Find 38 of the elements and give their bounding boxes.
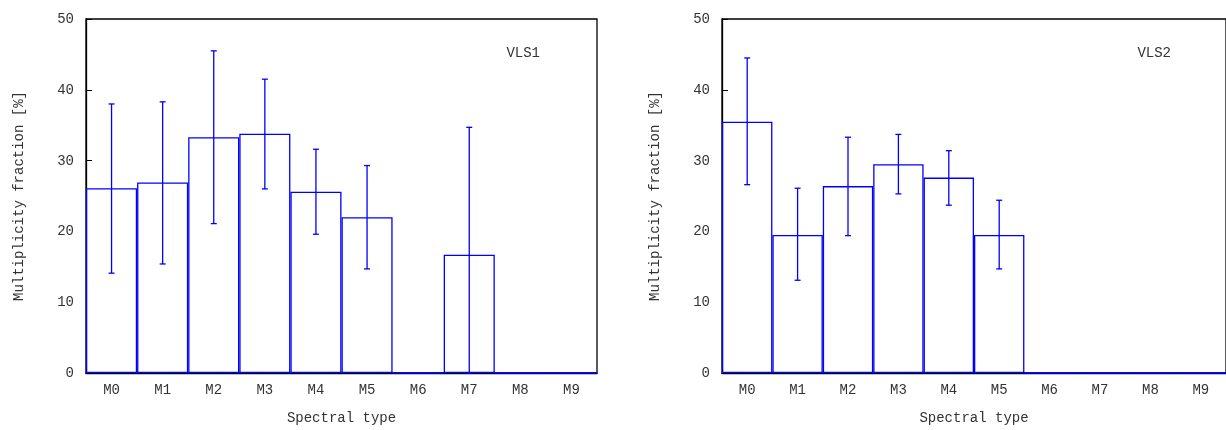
x-tick-label: M0 — [738, 382, 756, 398]
x-tick-label: M4 — [307, 382, 325, 398]
x-tick-label: M1 — [154, 382, 172, 398]
x-tick-label: M2 — [839, 382, 857, 398]
y-tick-label: 30 — [57, 152, 74, 169]
annotation: VLS2 — [1137, 45, 1171, 61]
y-tick-label: 0 — [65, 365, 74, 381]
x-tick-label: M1 — [789, 382, 807, 398]
x-axis-title: Spectral type — [286, 410, 397, 426]
x-tick-label: M8 — [511, 382, 529, 398]
x-tick-label: M2 — [205, 382, 223, 398]
y-tick-label: 50 — [57, 11, 74, 27]
y-tick-label: 40 — [57, 81, 74, 98]
annotation: VLS1 — [506, 45, 540, 61]
x-tick-label: M6 — [409, 382, 427, 398]
y-tick-label: 10 — [57, 294, 74, 311]
y-tick-label: 20 — [57, 223, 74, 240]
x-tick-label: M7 — [1091, 382, 1109, 398]
y-tick-label: 30 — [693, 152, 710, 169]
x-tick-label: M6 — [1041, 382, 1059, 398]
x-tick-label: M4 — [940, 382, 958, 398]
x-axis-title: Spectral type — [919, 410, 1029, 426]
x-tick-label: M0 — [103, 382, 120, 398]
x-tick-label: M7 — [460, 382, 478, 398]
y-tick-label: 0 — [701, 365, 710, 381]
x-tick-label: M5 — [358, 382, 376, 398]
x-tick-label: M3 — [256, 382, 274, 398]
y-tick-label: 20 — [693, 223, 710, 240]
y-tick-label: 40 — [693, 81, 710, 98]
y-axis-title: Multiplicity fraction [%] — [647, 90, 663, 302]
y-tick-label: 10 — [693, 294, 710, 311]
y-tick-label: 50 — [693, 11, 710, 27]
x-tick-label: M9 — [1192, 382, 1210, 398]
x-tick-label: M5 — [990, 382, 1008, 398]
y-axis-title: Multiplicity fraction [%] — [11, 90, 27, 302]
x-tick-label: M9 — [563, 382, 580, 398]
x-tick-label: M3 — [889, 382, 907, 398]
x-tick-label: M8 — [1141, 382, 1159, 398]
